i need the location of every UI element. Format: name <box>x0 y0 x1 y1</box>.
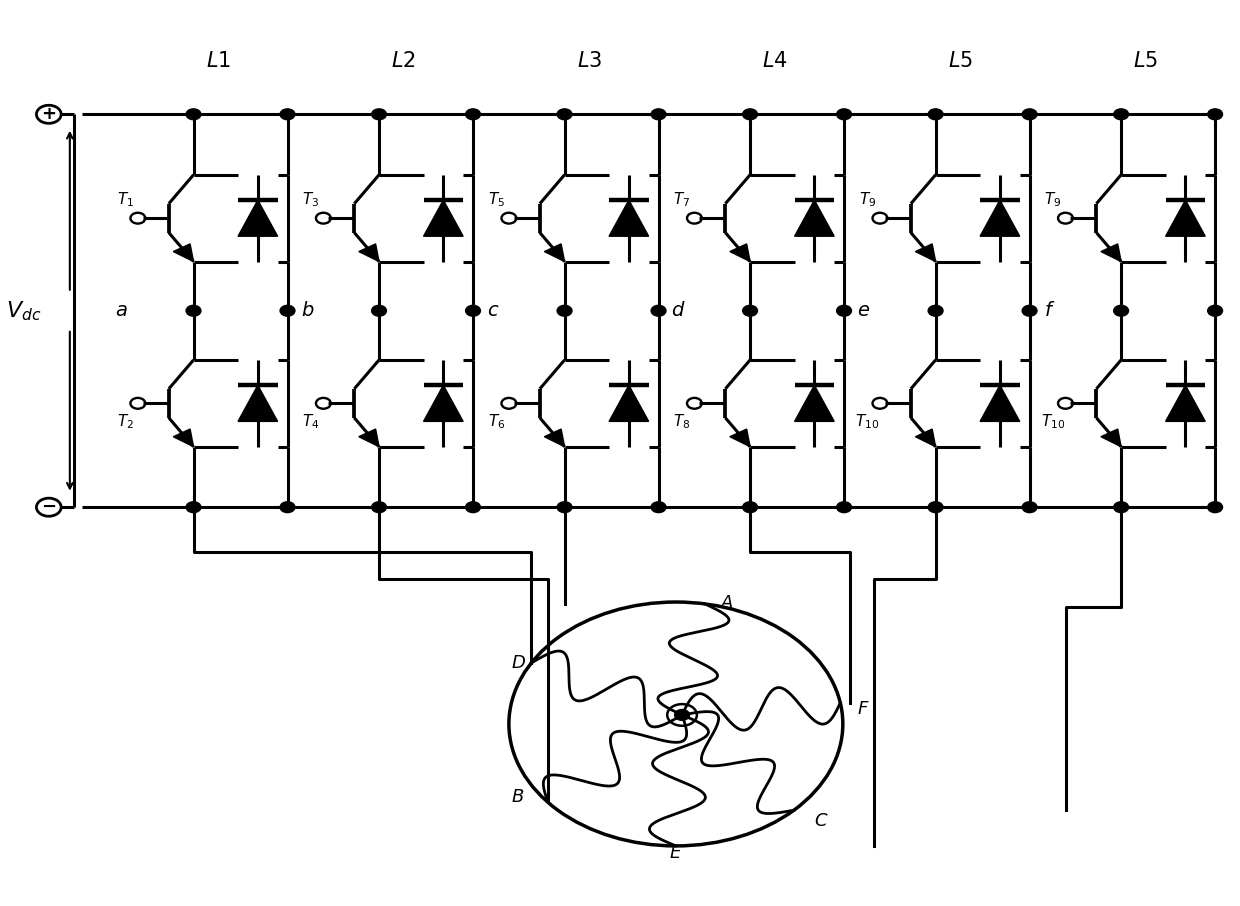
Text: $T_{7}$: $T_{7}$ <box>673 191 691 209</box>
Text: $L1$: $L1$ <box>206 51 231 71</box>
Text: $\mathit{c}$: $\mathit{c}$ <box>486 301 498 320</box>
Circle shape <box>465 109 480 120</box>
Circle shape <box>1022 305 1037 316</box>
Polygon shape <box>174 429 193 447</box>
Circle shape <box>929 305 942 316</box>
Polygon shape <box>174 244 193 262</box>
Polygon shape <box>730 244 750 262</box>
Polygon shape <box>238 385 278 421</box>
Polygon shape <box>730 429 750 447</box>
Text: $T_{2}$: $T_{2}$ <box>117 412 134 430</box>
Text: $T_{9}$: $T_{9}$ <box>1044 191 1061 209</box>
Polygon shape <box>915 429 936 447</box>
Circle shape <box>1114 502 1128 513</box>
Circle shape <box>651 305 666 316</box>
Text: $T_{9}$: $T_{9}$ <box>859 191 877 209</box>
Circle shape <box>651 109 666 120</box>
Text: $L5$: $L5$ <box>947 51 973 71</box>
Circle shape <box>929 109 942 120</box>
Text: $T_{3}$: $T_{3}$ <box>303 191 320 209</box>
Circle shape <box>280 305 295 316</box>
Text: $T_{6}$: $T_{6}$ <box>487 412 505 430</box>
Polygon shape <box>424 200 463 236</box>
Circle shape <box>280 109 295 120</box>
Circle shape <box>1208 502 1223 513</box>
Text: $\mathit{E}$: $\mathit{E}$ <box>670 844 682 863</box>
Circle shape <box>280 502 295 513</box>
Circle shape <box>837 109 852 120</box>
Circle shape <box>465 502 480 513</box>
Polygon shape <box>544 429 564 447</box>
Text: $T_{5}$: $T_{5}$ <box>489 191 505 209</box>
Text: $T_{1}$: $T_{1}$ <box>117 191 134 209</box>
Text: $\mathit{B}$: $\mathit{B}$ <box>511 788 525 806</box>
Circle shape <box>186 502 201 513</box>
Text: $\mathit{F}$: $\mathit{F}$ <box>857 700 869 718</box>
Circle shape <box>1208 305 1223 316</box>
Text: $L4$: $L4$ <box>761 51 787 71</box>
Circle shape <box>557 305 572 316</box>
Polygon shape <box>1101 429 1121 447</box>
Circle shape <box>1114 109 1128 120</box>
Polygon shape <box>609 385 649 421</box>
Polygon shape <box>609 200 649 236</box>
Polygon shape <box>1166 200 1205 236</box>
Text: $\mathit{C}$: $\mathit{C}$ <box>813 812 828 830</box>
Text: $T_{8}$: $T_{8}$ <box>673 412 691 430</box>
Circle shape <box>1208 109 1223 120</box>
Circle shape <box>1022 502 1037 513</box>
Text: $\mathit{b}$: $\mathit{b}$ <box>300 301 314 320</box>
Text: $\mathit{A}$: $\mathit{A}$ <box>720 594 734 612</box>
Polygon shape <box>424 385 463 421</box>
Circle shape <box>1114 305 1128 316</box>
Circle shape <box>837 502 852 513</box>
Circle shape <box>651 502 666 513</box>
Circle shape <box>743 109 758 120</box>
Circle shape <box>743 305 758 316</box>
Circle shape <box>186 109 201 120</box>
Circle shape <box>372 502 387 513</box>
Text: $\mathit{d}$: $\mathit{d}$ <box>671 301 686 320</box>
Text: −: − <box>41 498 56 516</box>
Circle shape <box>557 109 572 120</box>
Polygon shape <box>544 244 564 262</box>
Text: $\mathit{e}$: $\mathit{e}$ <box>857 301 870 320</box>
Polygon shape <box>358 244 379 262</box>
Polygon shape <box>238 200 278 236</box>
Circle shape <box>675 709 689 720</box>
Circle shape <box>372 305 387 316</box>
Circle shape <box>557 502 572 513</box>
Text: $\mathit{a}$: $\mathit{a}$ <box>115 301 128 320</box>
Text: $T_{10}$: $T_{10}$ <box>856 412 879 430</box>
Polygon shape <box>1166 385 1205 421</box>
Circle shape <box>1022 109 1037 120</box>
Circle shape <box>465 305 480 316</box>
Polygon shape <box>1101 244 1121 262</box>
Polygon shape <box>980 200 1019 236</box>
Text: $L5$: $L5$ <box>1133 51 1158 71</box>
Circle shape <box>743 502 758 513</box>
Text: $T_{4}$: $T_{4}$ <box>303 412 320 430</box>
Circle shape <box>837 305 852 316</box>
Polygon shape <box>795 385 835 421</box>
Text: $L3$: $L3$ <box>577 51 601 71</box>
Text: $\mathit{f}$: $\mathit{f}$ <box>1044 301 1055 320</box>
Polygon shape <box>915 244 936 262</box>
Text: $T_{10}$: $T_{10}$ <box>1040 412 1065 430</box>
Polygon shape <box>795 200 835 236</box>
Polygon shape <box>358 429 379 447</box>
Circle shape <box>186 305 201 316</box>
Text: $V_{dc}$: $V_{dc}$ <box>6 299 42 323</box>
Circle shape <box>929 502 942 513</box>
Polygon shape <box>980 385 1019 421</box>
Text: $\mathit{D}$: $\mathit{D}$ <box>511 654 526 672</box>
Circle shape <box>372 109 387 120</box>
Text: $L2$: $L2$ <box>392 51 417 71</box>
Text: +: + <box>41 105 56 123</box>
